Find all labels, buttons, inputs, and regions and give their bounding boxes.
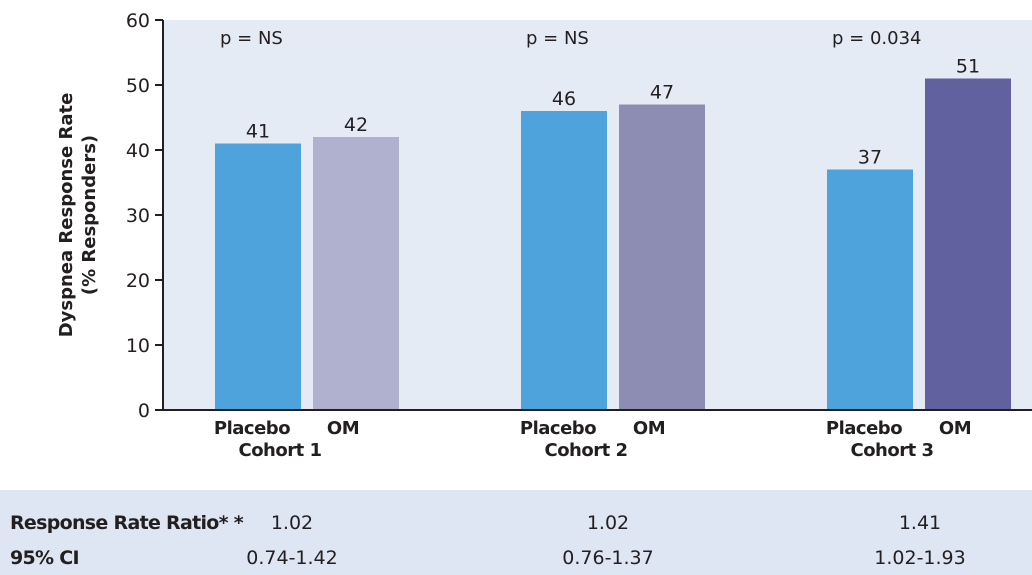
p-value-annotation: p = NS xyxy=(526,28,589,49)
y-tick-label: 10 xyxy=(126,335,150,357)
ratio-cohort-1: 1.02 xyxy=(270,512,314,534)
bar-cohort2-om xyxy=(619,104,705,410)
cohort-label: Cohort 1 xyxy=(238,440,321,461)
data-label: 51 xyxy=(956,56,980,78)
x-category-label: OM xyxy=(633,418,665,439)
p-value-annotation: p = NS xyxy=(220,28,283,49)
ratio-label: Response Rate Ratio* * xyxy=(10,512,244,534)
bar-cohort3-om xyxy=(925,78,1011,410)
bars: 41 42 p = NS 46 47 p = NS 37 51 p = 0.034 xyxy=(215,28,1011,410)
x-category-label: OM xyxy=(327,418,359,439)
data-label: 37 xyxy=(858,147,882,169)
data-label: 41 xyxy=(246,121,270,143)
y-tick-label: 40 xyxy=(126,140,150,162)
ci-cohort-1: 0.74-1.42 xyxy=(246,547,338,569)
ratio-cohort-3: 1.41 xyxy=(898,512,942,534)
bar-cohort1-om xyxy=(313,137,399,410)
y-tick-label: 20 xyxy=(126,270,150,292)
ci-label: 95% CI xyxy=(10,547,80,569)
y-tick-label: 60 xyxy=(126,10,150,32)
x-category-label: Placebo xyxy=(826,418,902,439)
ci-cohort-2: 0.76-1.37 xyxy=(562,547,654,569)
y-axis-title-line1: Dyspnea Response Rate xyxy=(56,93,77,338)
bar-cohort3-placebo xyxy=(827,169,913,410)
y-axis: 0 10 20 30 40 50 60 xyxy=(126,10,164,422)
p-value-annotation: p = 0.034 xyxy=(832,28,921,49)
bar-chart: 0 10 20 30 40 50 60 41 42 p = NS 46 47 p = NS 37 51 p … xyxy=(56,10,1032,461)
stats-band xyxy=(0,490,1032,575)
y-tick-label: 50 xyxy=(126,75,150,97)
x-category-label: Placebo xyxy=(520,418,596,439)
data-label: 46 xyxy=(552,88,576,110)
cohort-label: Cohort 3 xyxy=(850,440,933,461)
cohort-label: Cohort 2 xyxy=(544,440,627,461)
y-axis-title-line2: (% Responders) xyxy=(79,135,100,295)
y-tick-label: 30 xyxy=(126,205,150,227)
bar-cohort2-placebo xyxy=(521,111,607,410)
ci-cohort-3: 1.02-1.93 xyxy=(874,547,966,569)
ratio-cohort-2: 1.02 xyxy=(586,512,630,534)
data-label: 47 xyxy=(650,82,674,104)
y-tick-label: 0 xyxy=(138,400,150,422)
bar-cohort1-placebo xyxy=(215,143,301,410)
data-label: 42 xyxy=(344,114,368,136)
x-category-label: OM xyxy=(939,418,971,439)
x-category-label: Placebo xyxy=(214,418,290,439)
